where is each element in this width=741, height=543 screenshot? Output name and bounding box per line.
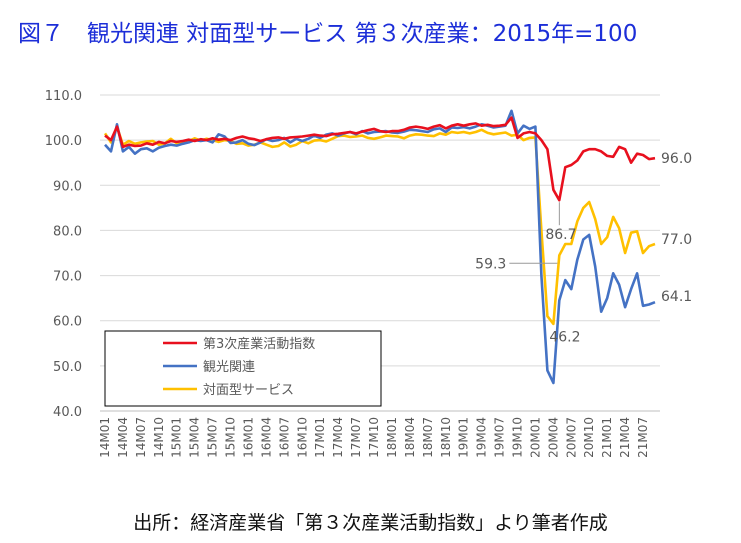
x-tick-label: 16M07 [277,417,291,458]
y-axis-ticks: 40.0 50.0 60.0 70.0 80.0 90.0 100.0 110.0 [45,89,82,420]
y-tick-label: 80.0 [53,224,82,239]
line-chart: 40.0 50.0 60.0 70.0 80.0 90.0 100.0 110.0 14M01… [45,89,692,458]
point-label: 77.0 [661,232,692,248]
x-tick-label: 14M10 [152,417,166,458]
x-tick-label: 14M07 [134,417,148,458]
legend-label: 観光関連 [203,360,255,375]
x-tick-label: 15M07 [206,417,220,458]
x-tick-label: 19M04 [475,417,489,458]
x-tick-label: 18M07 [421,417,435,458]
y-tick-label: 60.0 [53,315,82,330]
x-tick-label: 16M01 [241,417,255,458]
x-axis-ticks: 14M01 14M04 14M07 14M10 15M01 15M04 15M07 15M10… [98,417,650,458]
x-tick-label: 15M04 [188,417,202,458]
series-line-face_to_face [103,125,656,326]
x-tick-label: 20M10 [582,417,596,458]
point-label: 86.7 [545,227,576,243]
series-line-tertiary [104,116,656,202]
y-tick-label: 110.0 [45,89,82,104]
x-tick-label: 21M01 [600,417,614,458]
x-tick-label: 18M04 [403,417,417,458]
point-label: 46.2 [549,329,580,345]
x-tick-label: 16M10 [295,417,309,458]
source-note: 出所：経済産業省「第３次産業活動指数」より筆者作成 [133,512,608,534]
x-tick-label: 16M04 [259,417,273,458]
x-tick-label: 14M04 [116,417,130,458]
point-label: 64.1 [661,289,692,305]
x-tick-label: 14M01 [98,417,112,458]
y-tick-label: 100.0 [45,134,82,149]
x-tick-label: 17M04 [331,417,345,458]
series-lines [103,109,656,385]
x-tick-label: 18M01 [385,417,399,458]
x-tick-label: 21M04 [618,417,632,458]
x-tick-label: 19M07 [493,417,507,458]
y-tick-label: 40.0 [53,405,82,420]
x-tick-label: 20M07 [564,417,578,458]
legend-box [104,330,382,407]
x-tick-label: 19M10 [511,417,525,458]
point-label: 96.0 [661,151,692,167]
x-tick-label: 17M10 [367,417,381,458]
x-tick-label: 19M01 [457,417,471,458]
x-tick-label: 20M04 [546,417,560,458]
x-tick-label: 18M10 [439,417,453,458]
point-labels: 86.7 96.0 46.2 64.1 59.3 77.0 [475,151,692,345]
x-tick-label: 20M01 [528,417,542,458]
x-tick-label: 17M01 [313,417,327,458]
point-label: 59.3 [475,256,506,272]
legend-label: 対面型サービス [203,383,294,398]
x-tick-label: 15M01 [170,417,184,458]
label-leaders [509,202,560,264]
x-tick-label: 17M07 [349,417,363,458]
x-tick-label: 21M07 [636,417,650,458]
y-tick-label: 50.0 [53,360,82,375]
x-tick-label: 15M10 [224,417,238,458]
y-tick-label: 70.0 [53,270,82,285]
legend-label: 第3次産業活動指数 [203,336,315,352]
y-tick-label: 90.0 [53,179,82,194]
figure-title: 図７ 観光関連 対面型サービス 第３次産業：2015年=100 [18,21,638,47]
